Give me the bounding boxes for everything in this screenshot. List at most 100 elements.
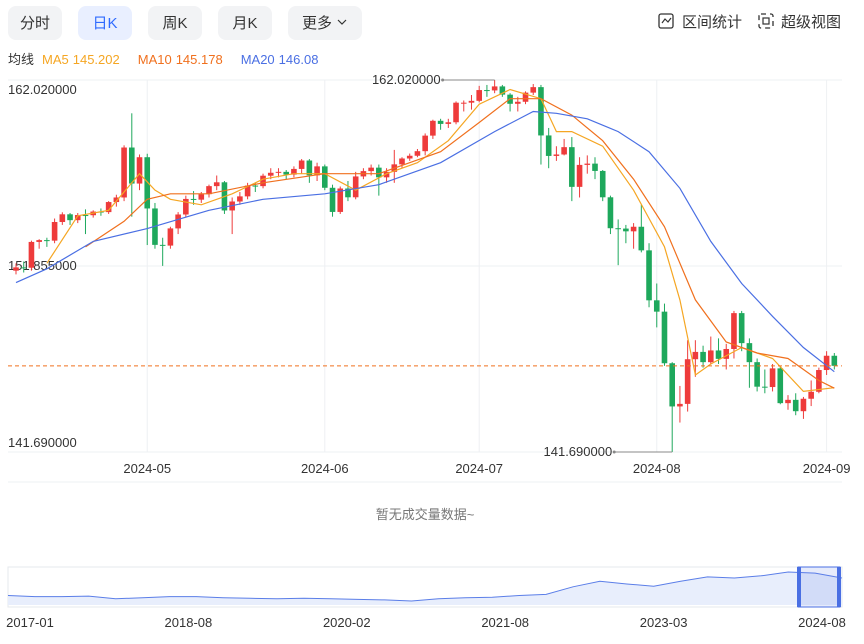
candle-body — [383, 171, 390, 178]
candle — [159, 237, 166, 266]
ma-line — [15, 110, 835, 373]
candle-body — [59, 214, 66, 222]
candle-body — [445, 122, 452, 124]
candle — [175, 212, 181, 235]
candle — [491, 80, 498, 94]
candle — [769, 363, 776, 392]
legend-value: 146.08 — [279, 52, 319, 67]
tab[interactable]: 周K — [148, 6, 202, 40]
candle-body — [406, 155, 413, 159]
candle — [430, 119, 436, 139]
candle — [731, 310, 737, 359]
candle-body — [460, 102, 467, 104]
candle — [762, 369, 768, 394]
candle — [476, 85, 482, 103]
candle — [314, 162, 320, 182]
candle — [569, 137, 575, 202]
candle — [538, 84, 544, 165]
ma-line — [85, 98, 835, 389]
candle — [484, 84, 490, 97]
candle — [638, 204, 645, 253]
candle — [44, 237, 50, 247]
candle-body — [28, 241, 35, 268]
candle-body — [646, 250, 652, 301]
candle — [677, 385, 683, 423]
candle-body — [538, 87, 544, 136]
candle — [275, 168, 282, 178]
candle — [545, 127, 552, 169]
candle — [67, 213, 73, 225]
candle-body — [545, 135, 552, 156]
tab[interactable]: 更多 — [288, 6, 362, 40]
candle — [105, 201, 112, 214]
navigator-handle[interactable] — [837, 567, 841, 607]
candle-body — [615, 228, 621, 230]
candle-body — [584, 163, 591, 165]
navigator-label: 2023-03 — [640, 615, 688, 630]
tool-range[interactable]: 区间统计 — [658, 13, 742, 31]
candle — [592, 157, 598, 180]
candle-body — [51, 221, 58, 241]
candle — [213, 175, 220, 191]
candle-body — [345, 188, 351, 198]
candle-body — [669, 363, 675, 407]
x-tick-label: 2024-08 — [633, 461, 681, 476]
candle-body — [183, 198, 189, 215]
annotation-label: 162.020000 — [372, 72, 441, 87]
tool-super[interactable]: 超级视图 — [758, 13, 841, 31]
candle — [700, 345, 706, 368]
tab-bg — [288, 6, 362, 40]
candle-body — [322, 166, 328, 188]
candle — [229, 197, 235, 235]
tab-label: 月K — [232, 15, 257, 32]
candle — [831, 353, 838, 370]
tab[interactable]: 分时 — [8, 6, 62, 40]
candle — [422, 133, 428, 156]
candle-body — [553, 154, 560, 156]
navigator-line — [7, 571, 843, 602]
candle-body — [484, 90, 490, 92]
candle-body — [569, 147, 575, 187]
candle — [584, 155, 591, 174]
candle-body — [700, 351, 706, 363]
candle — [653, 283, 660, 328]
navigator-handle[interactable] — [797, 567, 801, 607]
candle-body — [267, 172, 274, 176]
legend-name: MA10 — [138, 52, 172, 67]
tab-label: 分时 — [20, 15, 50, 32]
legend-name: MA5 — [42, 52, 69, 67]
candle — [167, 226, 174, 249]
candle — [345, 181, 351, 202]
navigator-label: 2024-08 — [798, 615, 846, 630]
candle-body — [800, 398, 807, 412]
ma-line — [46, 88, 835, 393]
candle-body — [260, 175, 266, 187]
candle-body — [337, 188, 344, 212]
candle — [823, 351, 830, 375]
candle-body — [376, 167, 382, 178]
candle-body — [592, 163, 598, 171]
candle-body — [121, 147, 127, 198]
candle-body — [74, 215, 81, 221]
candle-body — [430, 120, 436, 136]
candle — [684, 340, 691, 412]
candle — [623, 224, 629, 244]
candle-body — [314, 166, 320, 176]
candle-body — [792, 399, 799, 412]
candle-body — [368, 167, 374, 172]
navigator: 2017-01 2018-08 2020-02 2021-08 2023-03 2024-… — [6, 566, 846, 630]
navigator-window[interactable] — [797, 566, 841, 608]
candle-body — [244, 185, 251, 197]
candle-body — [499, 86, 506, 95]
candle-body — [661, 311, 668, 364]
candle — [291, 166, 297, 178]
candle-body — [785, 399, 791, 404]
candle — [708, 336, 714, 364]
candle-body — [831, 355, 838, 366]
tab[interactable]: 月K — [218, 6, 272, 40]
candle — [376, 164, 382, 196]
candle — [183, 195, 189, 218]
candle-body — [20, 267, 27, 269]
candle — [437, 118, 444, 130]
tab[interactable]: 日K — [78, 6, 132, 40]
